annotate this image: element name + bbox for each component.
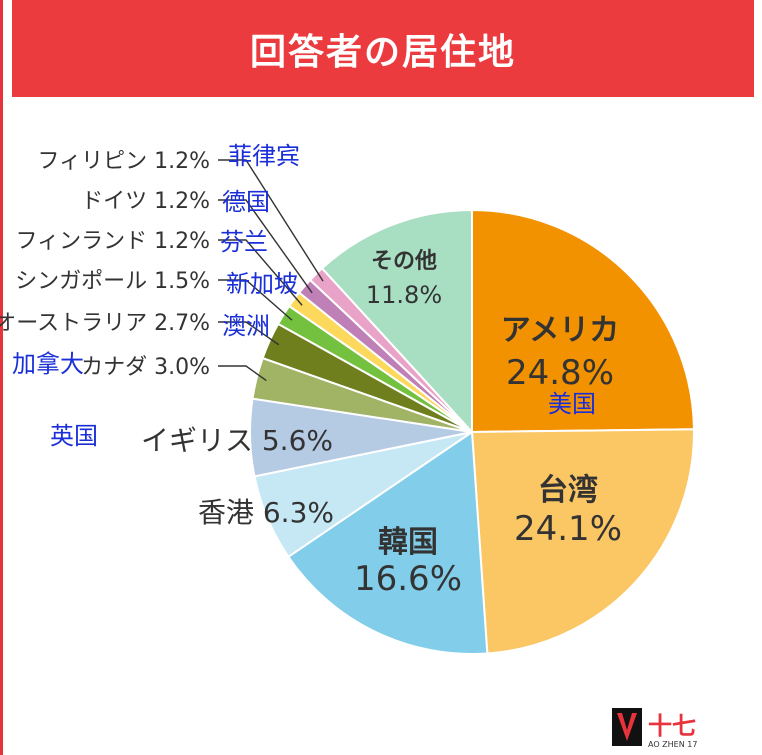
- pie-slice-1: [470, 428, 695, 655]
- leader-line-10: [218, 159, 324, 282]
- slice-value-11: 11.8%: [366, 281, 442, 309]
- leader-line-8: [218, 239, 303, 306]
- pie-slice-0: [471, 208, 695, 434]
- pie-slice-2: [286, 430, 489, 655]
- slice-label-8: フィンランド 1.2%: [16, 229, 210, 254]
- translation-label-6: 澳洲: [222, 312, 270, 340]
- translation-label-4: 英国: [50, 422, 98, 450]
- slice-label-1: 台湾: [538, 473, 598, 508]
- slice-label-11: その他: [371, 249, 437, 274]
- leader-line-6: [218, 321, 280, 346]
- translation-label-0: 美国: [548, 390, 596, 418]
- logo-v-mark: [617, 713, 637, 741]
- leader-line-9: [218, 199, 313, 294]
- slice-label-10: フィリピン 1.2%: [38, 149, 210, 174]
- leader-line-7: [218, 279, 293, 321]
- logo-text: AO ZHEN 17: [648, 740, 697, 749]
- leader-line-5: [218, 365, 267, 382]
- title-banner: 回答者の居住地: [12, 0, 754, 97]
- slice-label-5: カナダ 3.0%: [81, 355, 210, 380]
- slice-value-1: 24.1%: [514, 509, 622, 549]
- left-accent-stripe: [0, 0, 3, 755]
- pie-slice-11: [320, 208, 473, 435]
- slice-label-0: アメリカ: [501, 313, 620, 348]
- slice-label-7: シンガポール 1.5%: [15, 269, 210, 294]
- slice-label-6: オーストラリア 2.7%: [0, 311, 210, 336]
- page-title: 回答者の居住地: [249, 31, 516, 73]
- slice-label-2: 韓国: [378, 525, 438, 560]
- slice-label-3: 香港 6.3%: [198, 496, 334, 529]
- slice-label-9: ドイツ 1.2%: [81, 189, 210, 214]
- translation-label-10: 菲律宾: [228, 142, 300, 170]
- brand-logo: 十七 AO ZHEN 17: [612, 708, 697, 749]
- logo-mark: 十七: [648, 712, 696, 740]
- slice-value-2: 16.6%: [354, 559, 462, 599]
- translation-label-7: 新加坡: [226, 270, 298, 298]
- translation-label-9: 德国: [222, 188, 270, 216]
- slice-value-0: 24.8%: [506, 353, 614, 393]
- translation-label-8: 芬兰: [220, 228, 268, 256]
- translation-label-5: 加拿大: [12, 350, 84, 378]
- slice-label-4: イギリス 5.6%: [141, 424, 333, 457]
